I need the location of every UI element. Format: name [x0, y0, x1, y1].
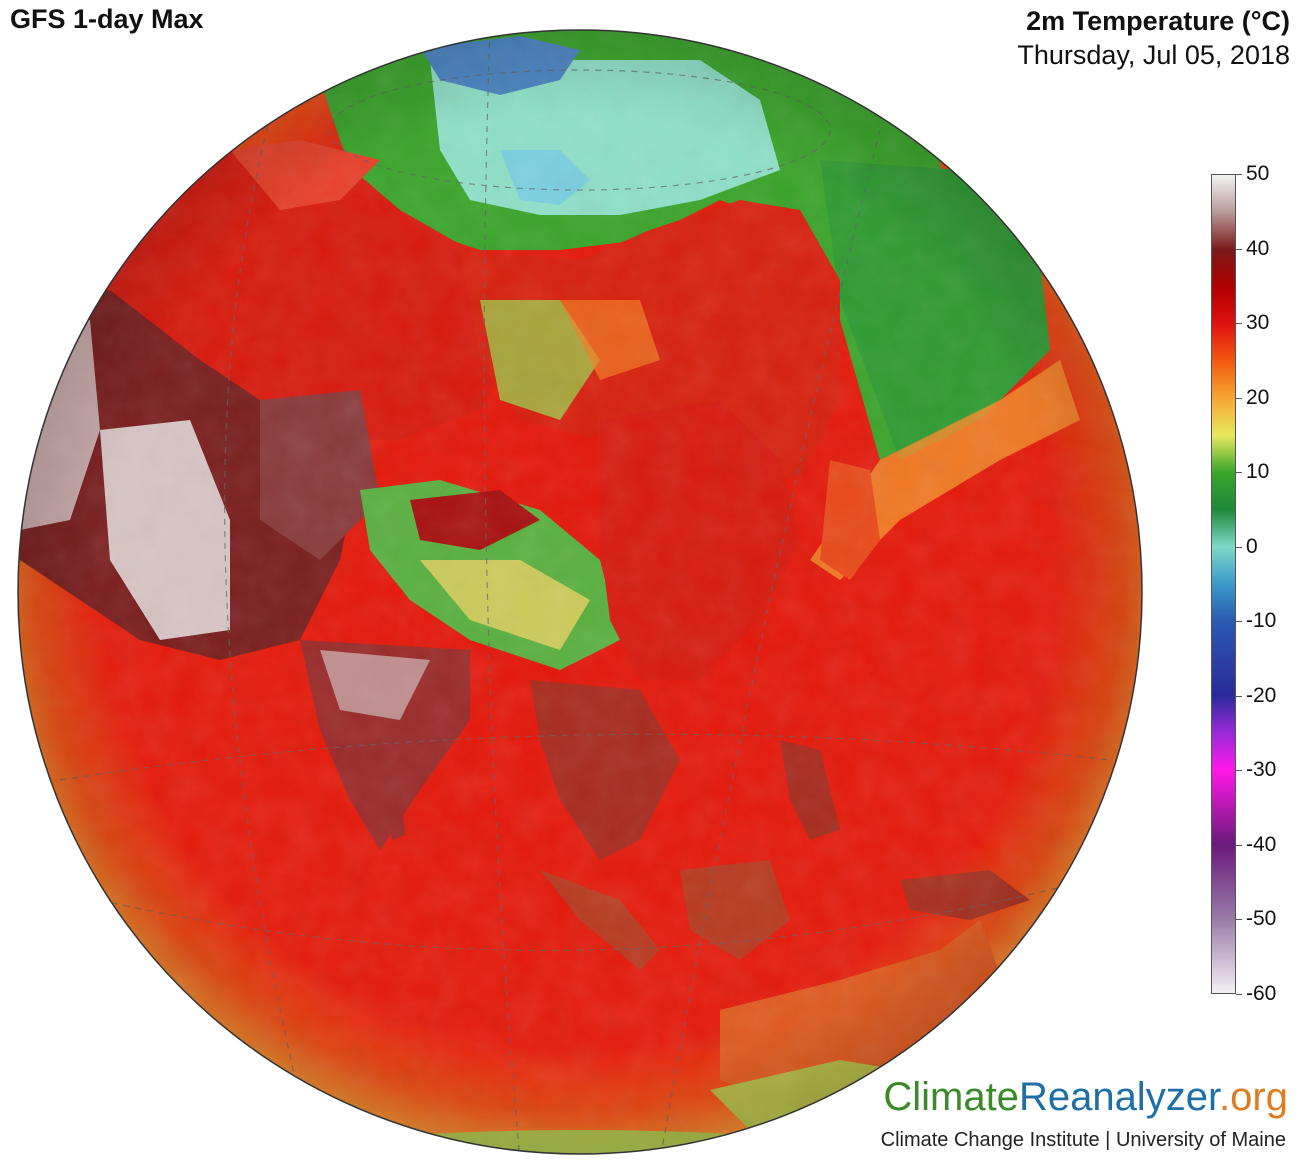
colorbar-tick	[1236, 248, 1242, 250]
colorbar-label: -10	[1246, 609, 1277, 633]
brand-subtitle: Climate Change Institute | University of…	[880, 1129, 1286, 1151]
colorbar-label: 40	[1246, 236, 1270, 260]
date-label: Thursday, Jul 05, 2018	[1017, 40, 1290, 70]
colorbar-tick	[1236, 919, 1242, 921]
variable-label: 2m Temperature (°C)	[1026, 6, 1290, 36]
colorbar-tick	[1236, 174, 1242, 175]
colorbar-tick	[1236, 844, 1242, 846]
colorbar-tick	[1236, 323, 1242, 325]
colorbar-label: 0	[1246, 534, 1258, 558]
colorbar-label: -60	[1246, 982, 1277, 1005]
map-title: GFS 1-day Max	[10, 4, 204, 34]
colorbar-tick	[1236, 695, 1242, 697]
colorbar-tick	[1236, 397, 1242, 399]
colorbar-label: 10	[1246, 460, 1270, 484]
colorbar-label: -40	[1246, 832, 1277, 856]
map-subtitle: 2m Temperature (°C) Thursday, Jul 05, 20…	[1017, 4, 1290, 72]
colorbar-tick	[1236, 994, 1242, 995]
brand-logo: ClimateReanalyzer.org	[883, 1075, 1288, 1119]
colorbar-label: -20	[1246, 683, 1277, 707]
colorbar-tick	[1236, 546, 1242, 548]
colorbar-label: -30	[1246, 758, 1277, 782]
colorbar-tick	[1236, 472, 1242, 474]
colorbar-tick	[1236, 621, 1242, 623]
colorbar-tick	[1236, 770, 1242, 772]
temperature-colorbar	[1211, 174, 1236, 994]
colorbar-label: -50	[1246, 907, 1277, 931]
colorbar-label: 30	[1246, 311, 1270, 335]
colorbar-label: 50	[1246, 162, 1270, 185]
colorbar-label: 20	[1246, 385, 1270, 409]
